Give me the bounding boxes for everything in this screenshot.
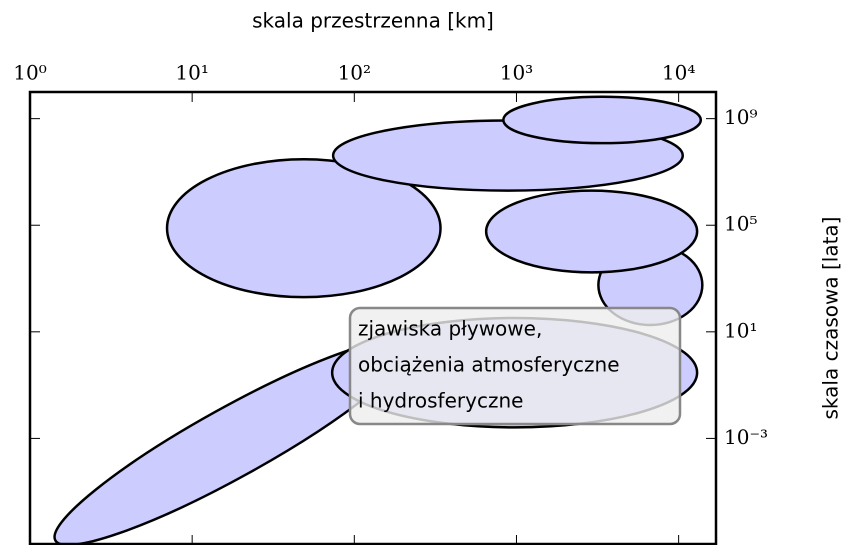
- annotation-text: obciążenia atmosferyczne: [358, 353, 620, 377]
- annotation-text: i hydrosferyczne: [358, 389, 523, 413]
- y-tick-label: 10¹: [724, 318, 757, 342]
- x-tick-label: 10⁰: [13, 61, 46, 85]
- x-tick-label: 10¹: [175, 61, 208, 85]
- x-axis-label: skala przestrzenna [km]: [252, 9, 494, 33]
- scale-ellipse: [165, 157, 442, 299]
- y-tick-label: 10⁵: [724, 212, 757, 236]
- annotation-box: [348, 306, 682, 426]
- scale-ellipse: [484, 189, 699, 274]
- y-tick-label: 10⁹: [724, 105, 757, 129]
- x-tick-label: 10³: [500, 61, 533, 85]
- x-tick-label: 10²: [338, 61, 371, 85]
- x-tick-label: 10⁴: [662, 61, 695, 85]
- annotation-text: zjawiska pływowe,: [358, 317, 542, 341]
- y-tick-label: 10⁻³: [724, 425, 768, 449]
- scale-ellipse: [502, 95, 703, 145]
- y-axis-label: skala czasowa [lata]: [819, 217, 843, 420]
- plot-frame: [28, 90, 718, 545]
